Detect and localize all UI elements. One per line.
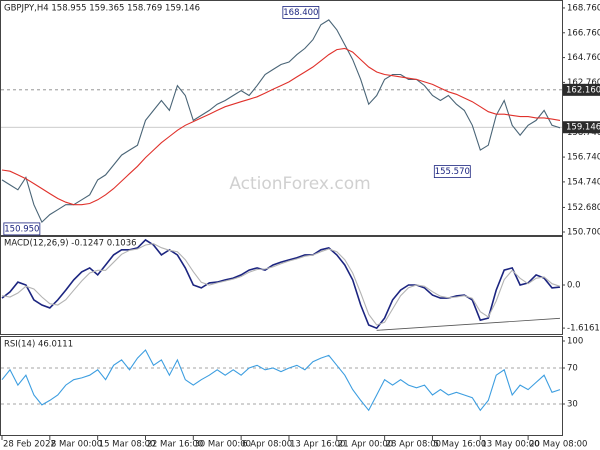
level-label: 162.160 [566, 85, 600, 95]
x-tick-label: 20 May 08:00 [529, 440, 587, 450]
watermark: ActionForex.com [229, 174, 370, 194]
panel-title: RSI(14) 46.0111 [4, 340, 73, 350]
y-tick-label: 150.700 [567, 228, 600, 238]
price-panel [0, 0, 563, 236]
annotation-box [282, 6, 320, 19]
y-tick-label: 154.740 [567, 177, 600, 187]
trendline [376, 317, 561, 331]
x-tick-label: 5 May 16:00 [433, 440, 486, 450]
series-line [1, 19, 561, 224]
panel-title: MACD(12,26,9) -0.1247 0.1036 [4, 239, 137, 249]
x-tick-label: 21 Apr 00:00 [338, 440, 393, 450]
last-price-label: 159.146 [566, 123, 600, 133]
y-tick-label: 30 [567, 400, 578, 410]
y-tick-label: 168.760 [567, 3, 600, 13]
x-tick-label: 6 Apr 08:00 [242, 440, 292, 450]
x-tick-label: 15 Mar 08:00 [99, 440, 156, 450]
annotation: 168.400 [283, 8, 318, 18]
x-tick-label: 28 Apr 08:00 [386, 440, 441, 450]
y-tick-label: 0.0 [567, 281, 581, 291]
x-tick-label: 28 Feb 2022 [3, 440, 56, 450]
series-line [1, 349, 561, 412]
y-tick-label: -1.6161 [567, 324, 600, 334]
series-line [1, 47, 561, 206]
panel-title: GBPJPY,H4 158.955 159.365 158.769 159.14… [4, 4, 200, 14]
x-tick-label: 8 Mar 00:00 [51, 440, 102, 450]
last-price-label-box [563, 121, 600, 134]
annotation-box [433, 165, 471, 178]
x-tick-label: 22 Mar 16:00 [146, 440, 203, 450]
series-line [1, 243, 561, 326]
rsi-panel [0, 336, 563, 436]
y-tick-label: 162.760 [567, 78, 600, 88]
y-tick-label: 164.760 [567, 53, 600, 63]
x-tick-label: 30 Mar 00:00 [194, 440, 251, 450]
level-label-box [563, 83, 600, 96]
x-tick-label: 13 Apr 16:00 [290, 440, 345, 450]
y-tick-label: 156.740 [567, 153, 600, 163]
annotation-box [3, 222, 41, 236]
annotation: 150.950 [4, 224, 39, 234]
y-tick-label: 152.680 [567, 203, 600, 213]
y-tick-label: 166.760 [567, 28, 600, 38]
x-tick-label: 13 May 00:00 [481, 440, 539, 450]
y-tick-label: 70 [567, 364, 578, 374]
annotation: 155.570 [435, 167, 470, 177]
y-tick-label: 100 [567, 337, 583, 347]
